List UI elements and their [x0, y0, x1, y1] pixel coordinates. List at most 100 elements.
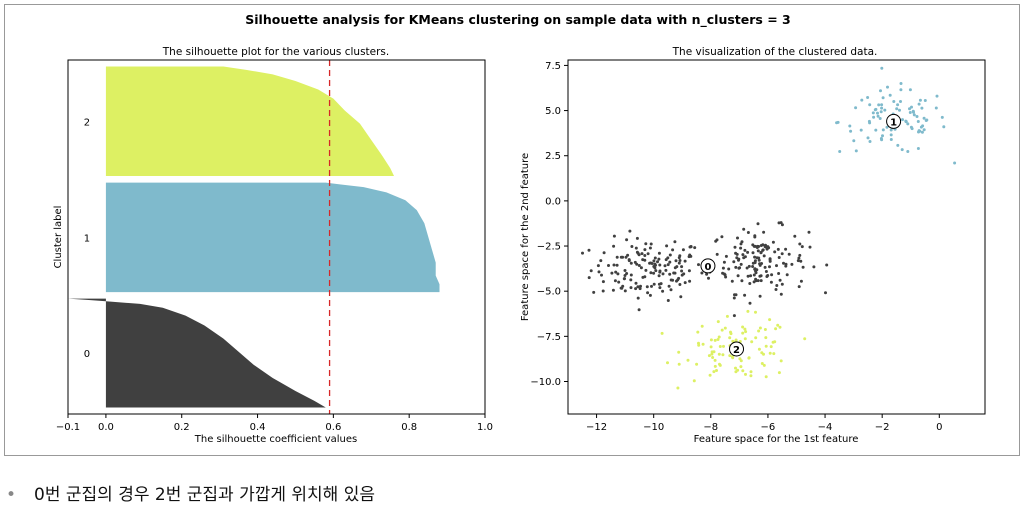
- scatter-point-cluster-1: [899, 88, 903, 92]
- scatter-point-cluster-0: [758, 274, 762, 278]
- scatter-point-cluster-0: [751, 251, 755, 255]
- scatter-point-cluster-0: [758, 294, 762, 298]
- scatter-point-cluster-2: [697, 341, 700, 345]
- scatter-point-cluster-0: [751, 265, 755, 268]
- scatter-point-cluster-0: [597, 270, 601, 274]
- scatter-point-cluster-1: [923, 99, 927, 102]
- scatter-point-cluster-0: [796, 259, 800, 263]
- scatter-point-cluster-0: [724, 275, 728, 279]
- scatter-point-cluster-1: [918, 129, 922, 133]
- scatter-point-cluster-0: [581, 251, 584, 255]
- scatter-point-cluster-0: [757, 258, 761, 262]
- scatter-point-cluster-2: [757, 347, 761, 351]
- scatter-point-cluster-2: [730, 355, 734, 359]
- scatter-point-cluster-1: [867, 119, 871, 123]
- scatter-point-cluster-0: [769, 280, 773, 284]
- scatter-point-cluster-2: [758, 326, 762, 330]
- scatter-point-cluster-0: [653, 256, 657, 260]
- bullet-icon: •: [6, 485, 17, 505]
- y-tick-label: −5.0: [537, 287, 561, 298]
- scatter-point-cluster-2: [744, 330, 748, 334]
- scatter-point-cluster-0: [649, 242, 653, 246]
- scatter-point-cluster-1: [880, 66, 884, 70]
- scatter-point-cluster-0: [627, 259, 631, 263]
- scatter-point-cluster-2: [729, 332, 733, 336]
- scatter-point-cluster-0: [668, 253, 672, 257]
- silhouette-plot: The silhouette plot for the various clus…: [53, 46, 493, 445]
- scatter-point-cluster-0: [637, 308, 641, 312]
- scatter-point-cluster-1: [874, 107, 878, 111]
- scatter-point-cluster-0: [646, 291, 650, 295]
- scatter-point-cluster-2: [713, 358, 717, 362]
- scatter-point-cluster-0: [756, 249, 760, 253]
- scatter-point-cluster-0: [768, 265, 771, 269]
- scatter-point-cluster-0: [700, 271, 704, 275]
- scatter-point-cluster-0: [615, 255, 619, 259]
- scatter-point-cluster-0: [752, 280, 756, 284]
- scatter-point-cluster-0: [668, 260, 672, 264]
- scatter-point-cluster-2: [764, 336, 768, 340]
- scatter-point-cluster-2: [776, 323, 780, 327]
- scatter-point-cluster-0: [742, 256, 746, 260]
- scatter-point-cluster-1: [879, 89, 882, 93]
- cluster-label-2: 2: [84, 117, 90, 128]
- scatter-point-cluster-2: [746, 309, 750, 313]
- scatter-point-cluster-1: [874, 128, 878, 132]
- scatter-point-cluster-0: [768, 259, 772, 263]
- scatter-point-cluster-1: [892, 100, 896, 103]
- scatter-point-cluster-2: [666, 361, 669, 365]
- scatter-point-cluster-2: [779, 359, 783, 363]
- scatter-point-cluster-2: [722, 344, 725, 348]
- scatter-point-cluster-0: [745, 266, 749, 270]
- scatter-point-cluster-2: [728, 336, 732, 340]
- scatter-point-cluster-0: [681, 248, 685, 252]
- scatter-point-cluster-0: [687, 269, 691, 273]
- scatter-point-cluster-2: [715, 369, 718, 372]
- scatter-point-cluster-1: [868, 140, 872, 143]
- scatter-point-cluster-1: [888, 93, 892, 97]
- scatter-point-cluster-2: [723, 326, 727, 330]
- scatter-point-cluster-0: [753, 235, 757, 239]
- scatter-point-cluster-1: [917, 102, 921, 106]
- scatter-point-cluster-0: [637, 264, 641, 267]
- scatter-point-cluster-2: [677, 350, 681, 354]
- scatter-point-cluster-0: [749, 274, 753, 278]
- scatter-point-cluster-0: [673, 271, 677, 275]
- scatter-point-cluster-1: [896, 103, 900, 107]
- scatter-point-cluster-0: [610, 271, 614, 275]
- scatter-point-cluster-0: [774, 288, 778, 291]
- scatter-point-cluster-2: [768, 351, 772, 355]
- scatter-point-cluster-0: [797, 256, 801, 260]
- scatter-point-cluster-2: [711, 356, 715, 359]
- scatter-point-cluster-0: [615, 263, 619, 267]
- scatter-point-cluster-0: [664, 268, 668, 272]
- scatter-point-cluster-0: [761, 243, 765, 247]
- scatter-point-cluster-0: [680, 265, 684, 269]
- cluster-scatter-plot-title: The visualization of the clustered data.: [672, 46, 878, 58]
- scatter-point-cluster-1: [881, 96, 885, 100]
- scatter-point-cluster-1: [876, 114, 880, 118]
- scatter-point-cluster-0: [740, 279, 744, 283]
- scatter-point-cluster-0: [741, 253, 745, 257]
- scatter-point-cluster-0: [644, 268, 648, 272]
- scatter-point-cluster-0: [674, 259, 678, 263]
- scatter-point-cluster-0: [763, 245, 767, 249]
- note-text: 0번 군집의 경우 2번 군집과 가깝게 위치해 있음: [34, 485, 376, 505]
- scatter-point-cluster-0: [633, 260, 637, 264]
- scatter-point-cluster-0: [658, 286, 662, 290]
- scatter-point-cluster-0: [771, 240, 775, 244]
- scatter-point-cluster-0: [654, 269, 658, 273]
- y-tick-label: 2.5: [545, 151, 561, 162]
- scatter-point-cluster-0: [601, 280, 605, 284]
- scatter-point-cluster-0: [746, 274, 750, 278]
- scatter-point-cluster-2: [777, 371, 781, 375]
- scatter-point-cluster-0: [721, 266, 725, 270]
- scatter-point-cluster-0: [678, 259, 682, 262]
- scatter-point-cluster-2: [750, 340, 754, 344]
- scatter-point-cluster-0: [661, 289, 665, 293]
- scatter-point-cluster-0: [659, 282, 663, 286]
- scatter-point-cluster-2: [734, 366, 737, 370]
- scatter-point-cluster-2: [774, 327, 778, 331]
- scatter-point-cluster-1: [878, 117, 882, 120]
- scatter-point-cluster-0: [634, 287, 638, 291]
